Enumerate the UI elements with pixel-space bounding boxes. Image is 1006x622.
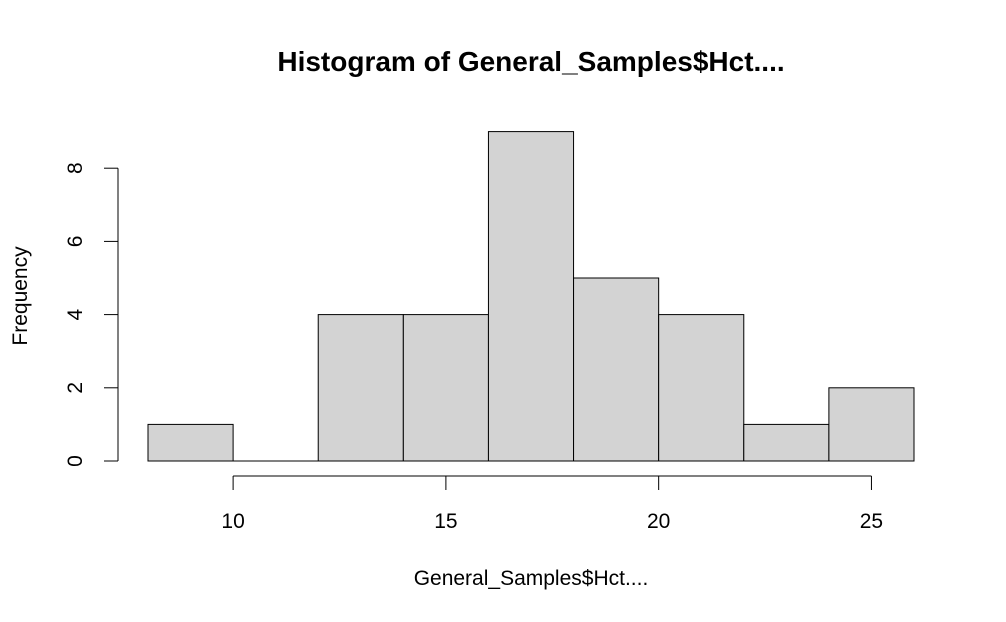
histogram-bar xyxy=(402,314,489,462)
x-axis: 10 15 20 25 xyxy=(221,475,883,533)
y-tick-label: 2 xyxy=(64,382,87,394)
histogram-bar xyxy=(573,277,660,462)
y-tick-label: 4 xyxy=(64,308,87,320)
y-tick-label: 6 xyxy=(64,236,87,248)
x-tick-label: 20 xyxy=(647,510,670,533)
histogram-bar xyxy=(828,387,915,462)
histogram-bar xyxy=(487,131,575,462)
histogram-bar xyxy=(743,423,830,462)
y-axis-label: Frequency xyxy=(9,246,32,346)
x-tick-label: 15 xyxy=(434,510,457,533)
x-axis-label: General_Samples$Hct.... xyxy=(414,567,649,590)
y-tick-label: 8 xyxy=(64,162,87,174)
histogram-bar xyxy=(317,314,404,462)
histogram-bar xyxy=(147,423,234,462)
chart-title: Histogram of General_Samples$Hct.... xyxy=(277,46,784,77)
histogram-bar xyxy=(658,314,745,462)
x-tick-label: 10 xyxy=(221,510,244,533)
bars-group xyxy=(147,131,915,462)
y-axis: 0 2 4 6 8 xyxy=(64,162,119,467)
y-tick-label: 0 xyxy=(64,455,87,467)
x-tick-label: 25 xyxy=(860,510,883,533)
